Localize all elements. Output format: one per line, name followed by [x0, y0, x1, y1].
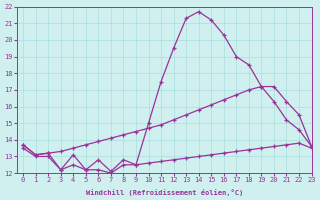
X-axis label: Windchill (Refroidissement éolien,°C): Windchill (Refroidissement éolien,°C): [85, 189, 243, 196]
